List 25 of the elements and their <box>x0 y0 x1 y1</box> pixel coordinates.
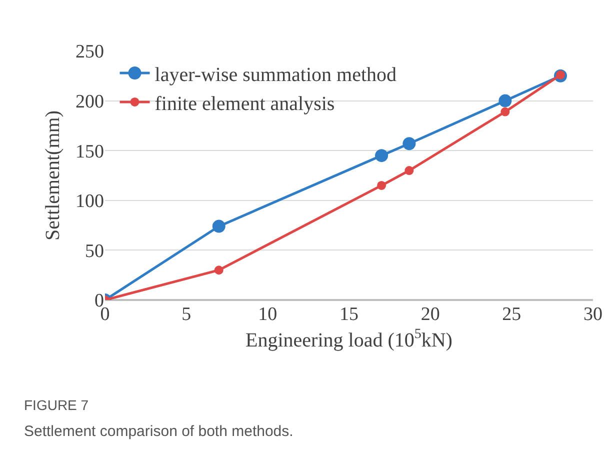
y-axis-title: Settlement(mm) <box>42 110 64 240</box>
y-tick-label: 150 <box>76 141 104 162</box>
point <box>500 107 510 116</box>
point <box>377 180 386 190</box>
y-tick-label: 50 <box>85 240 104 262</box>
y-tick-label: 200 <box>76 91 104 112</box>
y-tick-label: 250 <box>76 42 104 63</box>
point <box>212 220 226 233</box>
x-tick-label: 30 <box>584 304 602 325</box>
legend-label: finite element analysis <box>154 92 335 115</box>
point <box>214 266 224 275</box>
x-axis-title: Engineering load (10$^{5}$kN) <box>246 327 452 352</box>
x-tick-label: 15 <box>340 304 358 325</box>
point <box>404 166 414 176</box>
x-tick-label: 25 <box>502 304 522 325</box>
y-tick-label: 100 <box>76 191 104 212</box>
legend-label: layer-wise summation method <box>154 64 397 86</box>
x-tick-label: 20 <box>420 304 440 325</box>
caption: FIGURE 7 <box>24 397 89 413</box>
text: Settlement comparison of both methods. <box>24 423 294 440</box>
x-tick-label: 5 <box>182 304 192 325</box>
point <box>498 94 512 108</box>
x-tick-label: 10 <box>258 304 278 325</box>
point <box>375 149 388 162</box>
point <box>402 137 416 150</box>
